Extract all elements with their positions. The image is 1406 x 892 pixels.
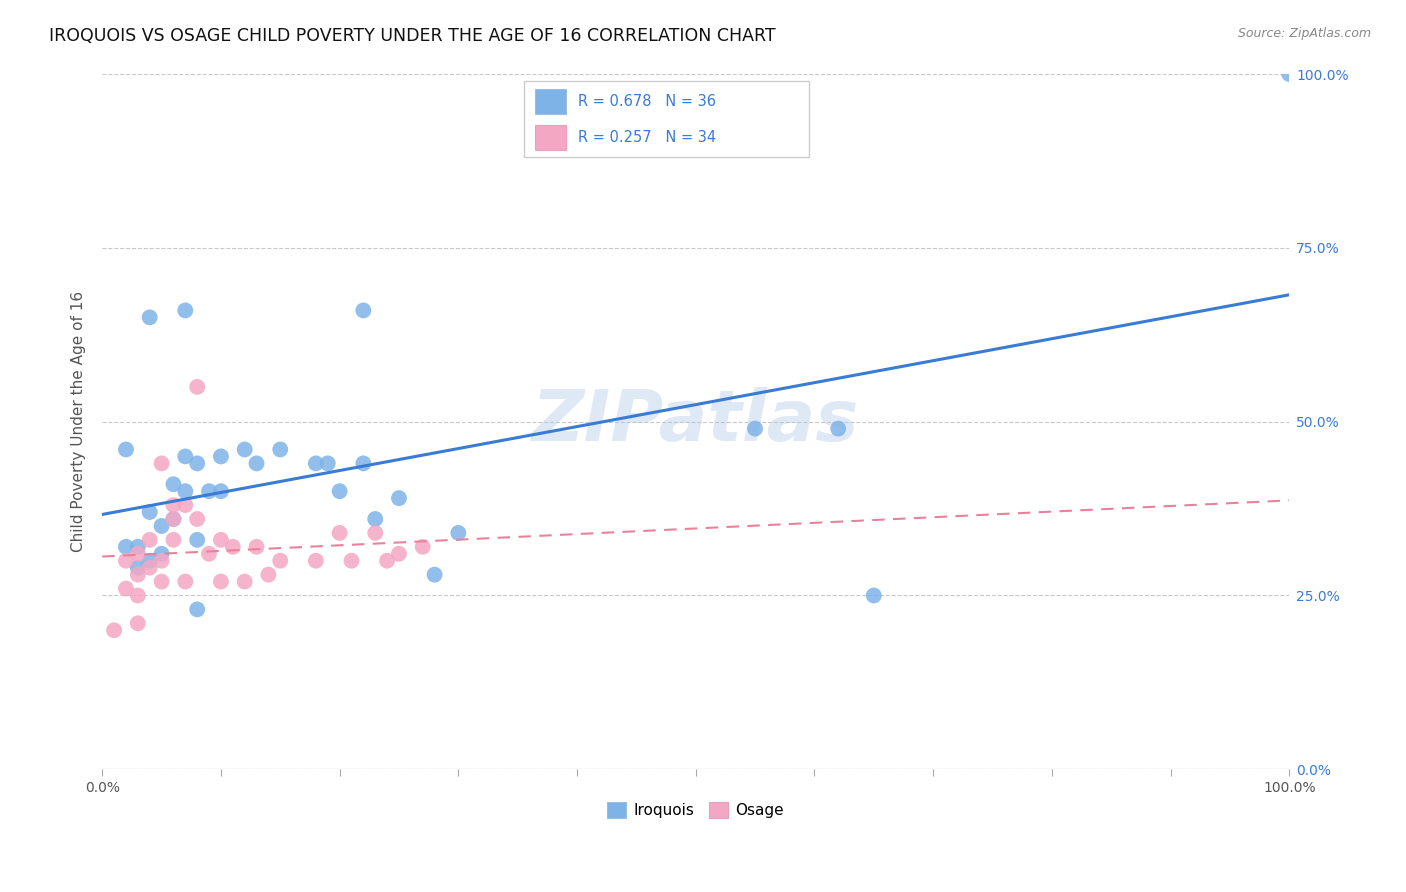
Point [138, 533, 160, 547]
Point [222, 540, 245, 554]
Text: ZIPatlas: ZIPatlas [531, 387, 859, 456]
Point [375, 554, 398, 568]
Text: IROQUOIS VS OSAGE CHILD POVERTY UNDER THE AGE OF 16 CORRELATION CHART: IROQUOIS VS OSAGE CHILD POVERTY UNDER TH… [49, 27, 776, 45]
Point [150, 456, 173, 470]
Point [209, 533, 232, 547]
Point [305, 456, 328, 470]
Point [115, 540, 138, 554]
Point [138, 505, 160, 519]
Point [744, 422, 766, 436]
Point [162, 477, 184, 491]
Y-axis label: Child Poverty Under the Age of 16: Child Poverty Under the Age of 16 [72, 291, 86, 552]
Point [209, 484, 232, 499]
Point [150, 554, 173, 568]
Point [174, 450, 197, 464]
Point [138, 310, 160, 325]
Point [138, 554, 160, 568]
Point [316, 456, 339, 470]
Point [269, 554, 291, 568]
Point [1278, 67, 1301, 81]
Point [827, 422, 849, 436]
Point [150, 519, 173, 533]
Point [162, 512, 184, 526]
Point [352, 456, 374, 470]
Point [115, 442, 138, 457]
Point [186, 533, 208, 547]
Legend: Iroquois, Osage: Iroquois, Osage [602, 796, 790, 824]
Point [198, 484, 221, 499]
Point [115, 582, 138, 596]
Point [245, 456, 267, 470]
Point [388, 491, 411, 505]
Point [127, 589, 149, 603]
Point [174, 574, 197, 589]
Text: Source: ZipAtlas.com: Source: ZipAtlas.com [1237, 27, 1371, 40]
Point [127, 547, 149, 561]
Point [186, 380, 208, 394]
Point [127, 560, 149, 574]
Point [305, 554, 328, 568]
Point [186, 512, 208, 526]
Point [162, 512, 184, 526]
Point [150, 574, 173, 589]
Point [233, 574, 256, 589]
Point [412, 540, 434, 554]
Point [423, 567, 446, 582]
Point [209, 574, 232, 589]
Point [127, 616, 149, 631]
Point [174, 484, 197, 499]
Point [174, 303, 197, 318]
Point [174, 498, 197, 512]
Point [862, 589, 884, 603]
Point [364, 512, 387, 526]
Point [209, 450, 232, 464]
Point [245, 540, 267, 554]
Point [257, 567, 280, 582]
Point [233, 442, 256, 457]
Point [103, 624, 125, 638]
Point [162, 533, 184, 547]
Point [198, 547, 221, 561]
Point [364, 525, 387, 540]
Point [352, 303, 374, 318]
Point [127, 540, 149, 554]
Point [447, 525, 470, 540]
Point [150, 547, 173, 561]
Point [329, 525, 352, 540]
Point [340, 554, 363, 568]
Point [329, 484, 352, 499]
Point [186, 456, 208, 470]
Point [127, 567, 149, 582]
Point [269, 442, 291, 457]
Point [115, 554, 138, 568]
Point [186, 602, 208, 616]
Point [162, 498, 184, 512]
Point [388, 547, 411, 561]
Point [138, 560, 160, 574]
